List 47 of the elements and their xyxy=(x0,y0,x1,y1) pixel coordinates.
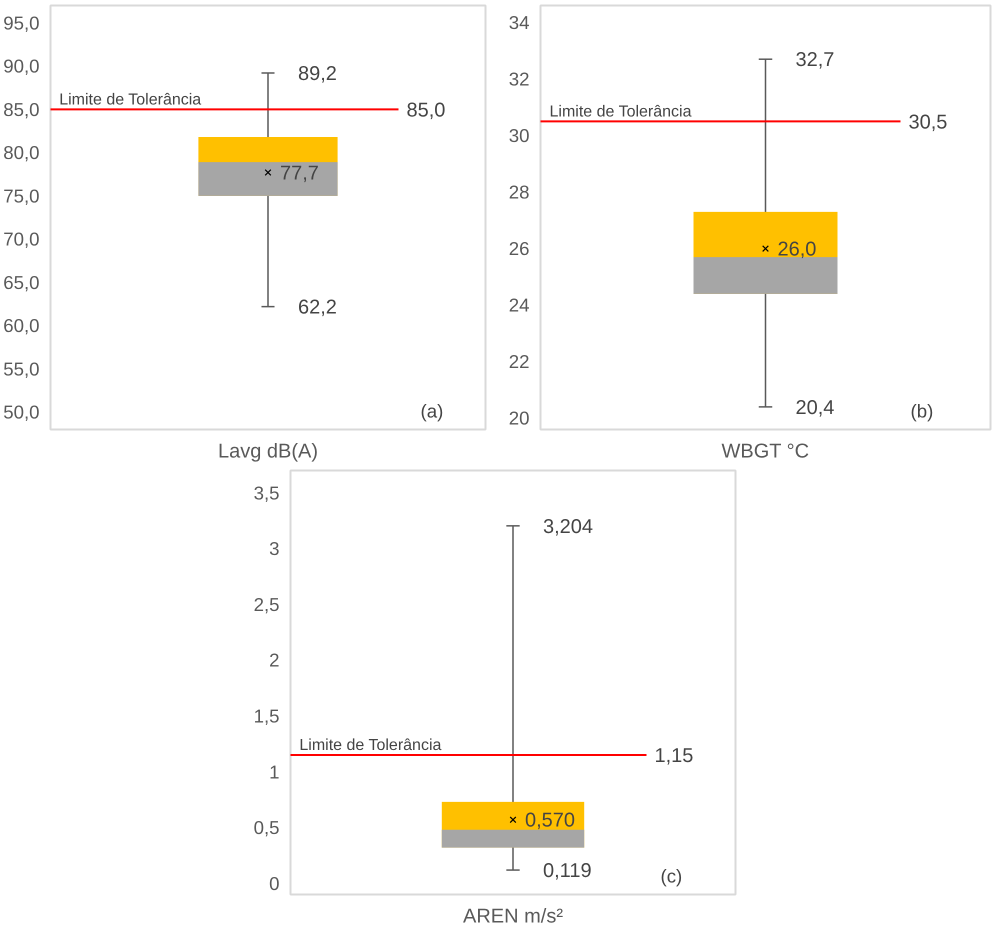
y-tick-label: 60,0 xyxy=(3,315,40,336)
y-tick-label: 0,5 xyxy=(254,817,280,838)
annotation: 26,0 xyxy=(778,238,816,261)
annotation: 89,2 xyxy=(298,62,337,85)
annotation: 85,0 xyxy=(406,99,446,122)
y-tick-label: 1 xyxy=(269,761,280,782)
y-tick-label: 85,0 xyxy=(3,98,40,120)
y-tick-label: 3,5 xyxy=(254,482,280,504)
y-tick-label: 70,0 xyxy=(3,228,40,250)
annotation: (c) xyxy=(660,866,682,886)
y-tick-label: 55,0 xyxy=(3,358,40,380)
x-axis-title: WBGT °C xyxy=(722,440,810,462)
y-tick-label: 32 xyxy=(508,68,530,90)
y-tick-label: 50,0 xyxy=(3,402,40,423)
y-tick-label: 80,0 xyxy=(3,142,40,164)
ref-line-label: Limite de Tolerância xyxy=(550,103,692,120)
y-tick-label: 2,5 xyxy=(254,594,280,615)
annotation: 62,2 xyxy=(298,296,337,319)
annotation: 30,5 xyxy=(908,111,948,134)
y-tick-label: 24 xyxy=(508,294,530,316)
y-tick-label: 30 xyxy=(508,125,530,146)
y-tick-label: 28 xyxy=(508,182,530,203)
annotation: (b) xyxy=(910,400,934,422)
annotation: 0,570 xyxy=(525,810,576,832)
y-tick-label: 65,0 xyxy=(3,272,40,293)
y-tick-label: 1,5 xyxy=(254,705,280,726)
y-tick-label: 3 xyxy=(269,538,280,560)
annotation: 1,15 xyxy=(654,745,694,768)
x-axis-title: AREN m/s² xyxy=(463,906,564,928)
ref-line-label: Limite de Tolerância xyxy=(299,737,442,754)
annotation: 77,7 xyxy=(280,162,319,185)
annotation: (a) xyxy=(420,400,444,422)
annotation: 0,119 xyxy=(543,860,592,882)
y-tick-label: 22 xyxy=(508,351,530,372)
y-tick-label: 90,0 xyxy=(3,56,40,77)
annotation: 20,4 xyxy=(796,396,834,419)
annotation: 3,204 xyxy=(543,516,594,538)
y-tick-label: 75,0 xyxy=(3,185,40,206)
ref-line-label: Limite de Tolerância xyxy=(59,91,202,108)
y-tick-label: 26 xyxy=(508,238,530,260)
y-tick-label: 0 xyxy=(269,872,280,894)
y-tick-label: 2 xyxy=(269,650,280,671)
y-tick-label: 34 xyxy=(508,12,530,33)
y-tick-label: 20 xyxy=(508,408,530,429)
x-axis-title: Lavg dB(A) xyxy=(218,440,318,462)
y-tick-label: 95,0 xyxy=(3,12,40,34)
annotation: 32,7 xyxy=(796,49,834,72)
